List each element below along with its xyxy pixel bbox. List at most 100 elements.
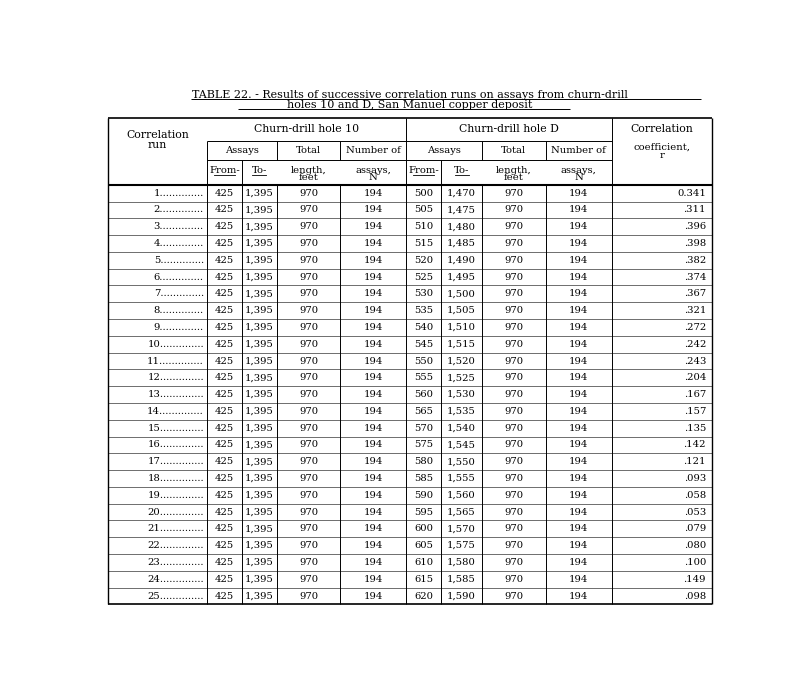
Text: .121: .121 [683,457,706,466]
Text: .167: .167 [684,390,706,399]
Text: 970: 970 [299,222,318,231]
Text: .053: .053 [684,507,706,517]
Text: 1,545: 1,545 [447,440,476,449]
Text: 425: 425 [214,189,234,198]
Text: .243: .243 [684,356,706,366]
Text: 1,395: 1,395 [245,491,274,500]
Text: 425: 425 [214,323,234,332]
Text: 194: 194 [363,256,383,265]
Text: 194: 194 [569,591,588,600]
Text: .142: .142 [683,440,706,449]
Text: Assays: Assays [225,146,258,155]
Text: 2..............: 2.............. [154,206,204,215]
Text: 15..............: 15.............. [147,424,204,433]
Text: 1,395: 1,395 [245,273,274,282]
Text: feet: feet [504,173,524,182]
Text: 970: 970 [504,356,523,366]
Text: 970: 970 [504,206,523,215]
Text: 194: 194 [363,457,383,466]
Text: 6..............: 6.............. [154,273,204,282]
Text: 970: 970 [299,591,318,600]
Text: 1,470: 1,470 [447,189,476,198]
Text: length,: length, [290,166,326,175]
Text: 425: 425 [214,541,234,550]
Text: 16..............: 16.............. [147,440,204,449]
Text: 970: 970 [299,356,318,366]
Text: 970: 970 [504,541,523,550]
Text: 194: 194 [363,591,383,600]
Text: 12..............: 12.............. [147,373,204,382]
Text: 194: 194 [569,507,588,517]
Text: 194: 194 [569,558,588,567]
Text: 545: 545 [414,340,433,349]
Text: 1,500: 1,500 [447,289,476,298]
Text: 1,395: 1,395 [245,239,274,248]
Text: 22..............: 22.............. [147,541,204,550]
Text: 194: 194 [363,323,383,332]
Text: 194: 194 [363,373,383,382]
Text: Correlation: Correlation [630,124,694,134]
Text: 970: 970 [299,239,318,248]
Text: 425: 425 [214,239,234,248]
Text: 24..............: 24.............. [147,575,204,584]
Text: From-: From- [408,166,439,175]
Text: .242: .242 [684,340,706,349]
Text: 970: 970 [504,558,523,567]
Text: 425: 425 [214,491,234,500]
Text: 1,585: 1,585 [447,575,476,584]
Text: 970: 970 [504,390,523,399]
Text: 194: 194 [363,575,383,584]
Text: 194: 194 [363,206,383,215]
Text: 970: 970 [504,407,523,416]
Text: 425: 425 [214,524,234,533]
Text: 194: 194 [569,424,588,433]
Text: N: N [574,173,583,182]
Text: Churn-drill hole D: Churn-drill hole D [459,124,558,134]
Text: 525: 525 [414,273,433,282]
Text: 13..............: 13.............. [147,390,204,399]
Text: 500: 500 [414,189,433,198]
Text: 540: 540 [414,323,433,332]
Text: 425: 425 [214,373,234,382]
Text: 194: 194 [569,323,588,332]
Text: 600: 600 [414,524,433,533]
Text: 970: 970 [504,457,523,466]
Text: 565: 565 [414,407,433,416]
Text: 620: 620 [414,591,433,600]
Text: 1,515: 1,515 [447,340,476,349]
Text: assays,: assays, [355,166,391,175]
Text: 425: 425 [214,558,234,567]
Text: 1,395: 1,395 [245,591,274,600]
Text: .079: .079 [684,524,706,533]
Text: 1,480: 1,480 [447,222,476,231]
Text: 1,395: 1,395 [245,524,274,533]
Text: 970: 970 [299,575,318,584]
Text: 970: 970 [299,289,318,298]
Text: 1,475: 1,475 [447,206,476,215]
Text: 425: 425 [214,575,234,584]
Text: 1,520: 1,520 [447,356,476,366]
Text: 1,505: 1,505 [447,306,476,315]
Text: 194: 194 [569,390,588,399]
Text: .080: .080 [684,541,706,550]
Text: 970: 970 [504,474,523,483]
Text: To-: To- [454,166,470,175]
Text: 970: 970 [504,575,523,584]
Text: Number of: Number of [551,146,606,155]
Text: 970: 970 [504,373,523,382]
Text: 970: 970 [299,273,318,282]
Text: 1,590: 1,590 [447,591,476,600]
Text: 3..............: 3.............. [154,222,204,231]
Text: coefficient,: coefficient, [634,143,690,152]
Text: 970: 970 [504,591,523,600]
Text: 970: 970 [504,507,523,517]
Text: N: N [369,173,378,182]
Text: 1,395: 1,395 [245,373,274,382]
Text: .272: .272 [684,323,706,332]
Text: 194: 194 [569,222,588,231]
Text: 970: 970 [299,189,318,198]
Text: 970: 970 [299,407,318,416]
Text: 7..............: 7.............. [154,289,204,298]
Text: Total: Total [502,146,526,155]
Text: 19..............: 19.............. [147,491,204,500]
